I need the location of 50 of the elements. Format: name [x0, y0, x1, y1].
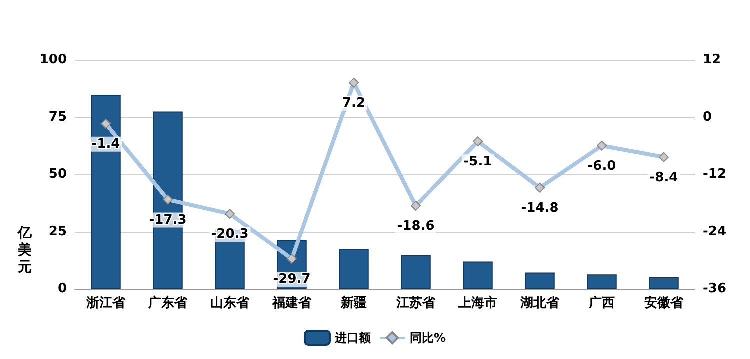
x-tick-label: 上海市 [458, 295, 498, 311]
x-tick-label: 新疆 [340, 295, 367, 311]
x-tick-label: 安徽省 [644, 295, 684, 311]
data-label: -18.6 [397, 218, 435, 234]
legend-label: 进口额 [334, 331, 372, 345]
y-axis-title: 亿美元 [17, 226, 33, 276]
y-tick-label: 25 [48, 224, 67, 240]
y-tick-label: 50 [48, 167, 67, 182]
data-label: -14.8 [521, 200, 559, 216]
bar [91, 95, 121, 289]
y-tick-label: 0 [58, 282, 67, 296]
data-label: -6.0 [588, 158, 616, 174]
point [349, 78, 359, 88]
y2-tick-label: -36 [703, 282, 726, 296]
point [101, 118, 111, 129]
point [473, 136, 483, 147]
point [163, 194, 173, 205]
bar [587, 274, 617, 289]
point [597, 140, 607, 151]
bar [525, 272, 555, 289]
point [535, 182, 545, 193]
x-tick-label: 江苏省 [396, 296, 436, 311]
data-label: -8.4 [650, 170, 678, 186]
data-label: 7.2 [342, 96, 366, 111]
data-label: -1.4 [92, 136, 120, 152]
bar [463, 262, 493, 289]
y2-tick-label: 0 [703, 110, 712, 125]
point [225, 209, 235, 220]
x-tick-label: 福建省 [272, 295, 312, 311]
x-tick-label: 浙江省 [86, 296, 126, 311]
x-tick-label: 湖北省 [520, 296, 560, 311]
x-tick-label: 广东省 [148, 295, 188, 311]
bar [649, 278, 679, 289]
x-tick-label: 山东省 [210, 295, 250, 311]
data-label: -20.3 [211, 227, 249, 242]
point [287, 254, 297, 264]
x-tick-label: 广西 [588, 295, 615, 311]
y2-tick-label: 12 [703, 52, 722, 68]
point [659, 152, 669, 162]
y2-tick-label: -12 [703, 167, 726, 182]
bar [339, 249, 369, 289]
data-label: -29.7 [273, 272, 311, 287]
point [411, 200, 421, 211]
legend-label: 同比% [410, 331, 446, 345]
y-tick-label: 100 [40, 52, 67, 68]
y2-tick-label: -24 [703, 224, 726, 240]
bar [401, 255, 431, 289]
data-label: -17.3 [149, 212, 187, 228]
y-tick-label: 75 [48, 110, 67, 125]
data-label: -5.1 [464, 154, 492, 170]
